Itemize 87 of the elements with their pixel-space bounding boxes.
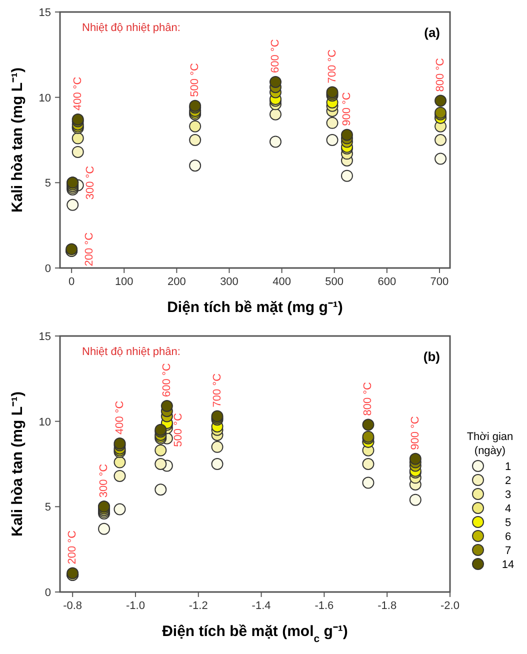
point bbox=[114, 456, 126, 468]
x-tick-label: 700 bbox=[430, 276, 449, 288]
text: (b) bbox=[423, 349, 440, 364]
point bbox=[362, 476, 374, 489]
point bbox=[326, 134, 338, 146]
legend-label: 1 bbox=[504, 461, 512, 473]
y-tick-label: 10 bbox=[38, 416, 51, 428]
legend-label: 14 bbox=[502, 559, 514, 571]
point bbox=[189, 120, 202, 132]
annotation: Nhiệt độ nhiệt phân: bbox=[82, 346, 180, 358]
point bbox=[211, 440, 224, 453]
legend-label: 2 bbox=[504, 475, 512, 487]
point bbox=[114, 470, 126, 482]
point bbox=[98, 522, 110, 535]
point bbox=[362, 418, 374, 431]
x-tick-label: -1.6 bbox=[314, 600, 334, 612]
point bbox=[326, 116, 338, 129]
text: (a) bbox=[424, 25, 440, 40]
x-tick-label: -1.8 bbox=[378, 600, 397, 612]
annotation: 900 °C bbox=[340, 92, 353, 126]
x-tick-label: 0 bbox=[68, 276, 75, 288]
annotation: 500 °C bbox=[172, 413, 185, 447]
point bbox=[340, 128, 353, 141]
annotation: 400 °C bbox=[72, 76, 84, 111]
legend-label: 3 bbox=[504, 489, 512, 501]
y-tick-label: 10 bbox=[38, 92, 51, 104]
legend-label: 6 bbox=[504, 531, 512, 543]
x-tick-label: 300 bbox=[220, 276, 238, 288]
x-tick-label: -1.2 bbox=[188, 600, 208, 612]
x-tick-label: -2.0 bbox=[440, 600, 460, 612]
point bbox=[189, 160, 202, 172]
point bbox=[66, 198, 79, 211]
point bbox=[154, 444, 167, 456]
annotation: 400 °C bbox=[114, 400, 126, 435]
x-tick-label: -0.8 bbox=[63, 600, 82, 612]
point bbox=[362, 458, 374, 470]
annotation: 800 °C bbox=[434, 58, 446, 92]
x-axis-title: Diện tích bề mặt (mg g⁻¹) bbox=[167, 299, 343, 316]
y-tick-label: 0 bbox=[44, 587, 51, 599]
point bbox=[434, 152, 447, 165]
y-tick-label: 0 bbox=[44, 263, 51, 275]
annotation: 700 °C bbox=[211, 373, 224, 408]
point bbox=[434, 134, 447, 146]
annotation: Nhiệt độ nhiệt phân: bbox=[82, 22, 180, 34]
point bbox=[434, 94, 447, 107]
point bbox=[211, 458, 224, 470]
point bbox=[160, 400, 173, 412]
point bbox=[72, 146, 84, 158]
legend-label: 7 bbox=[504, 545, 512, 557]
legend-label: 5 bbox=[504, 517, 512, 529]
y-tick-label: 5 bbox=[44, 502, 51, 514]
y-axis-title: Kali hòa tan (mg L⁻¹) bbox=[9, 68, 26, 212]
legend-label: 4 bbox=[504, 503, 512, 515]
annotation: 600 °C bbox=[160, 363, 173, 397]
point bbox=[72, 132, 84, 144]
legend-title: Thời gian (ngày) bbox=[466, 431, 514, 457]
y-tick-label: 15 bbox=[38, 331, 51, 343]
annotation: 500 °C bbox=[188, 63, 201, 97]
annotation: 200 °C bbox=[83, 232, 96, 266]
point bbox=[154, 484, 167, 496]
annotation: 200 °C bbox=[66, 530, 78, 564]
annotation: 900 °C bbox=[409, 416, 422, 450]
point bbox=[270, 136, 282, 148]
x-tick-label: -1.4 bbox=[252, 600, 271, 612]
annotation: 300 °C bbox=[84, 166, 97, 200]
x-tick-label: 600 bbox=[378, 276, 396, 288]
y-tick-label: 5 bbox=[44, 178, 51, 190]
point bbox=[270, 108, 282, 120]
x-tick-label: 100 bbox=[114, 276, 134, 288]
x-tick-label: 400 bbox=[272, 276, 291, 288]
y-tick-label: 15 bbox=[38, 7, 51, 19]
point bbox=[409, 494, 422, 506]
point bbox=[114, 503, 126, 516]
point bbox=[409, 452, 422, 465]
point bbox=[189, 134, 202, 146]
point bbox=[340, 170, 353, 182]
annotation: 800 °C bbox=[362, 382, 374, 416]
x-axis-title: Điện tích bề mặt (mol$_{c}$ g⁻¹) bbox=[162, 623, 348, 645]
x-tick-label: -1.0 bbox=[126, 600, 145, 612]
point bbox=[154, 458, 167, 470]
annotation: 700 °C bbox=[326, 49, 338, 84]
x-tick-label: 200 bbox=[168, 276, 186, 288]
x-tick-label: 500 bbox=[325, 276, 344, 288]
annotation: 300 °C bbox=[98, 464, 110, 498]
y-axis-title: Kali hòa tan (mg L⁻¹) bbox=[9, 392, 26, 536]
annotation: 600 °C bbox=[269, 39, 282, 73]
point bbox=[270, 76, 282, 88]
